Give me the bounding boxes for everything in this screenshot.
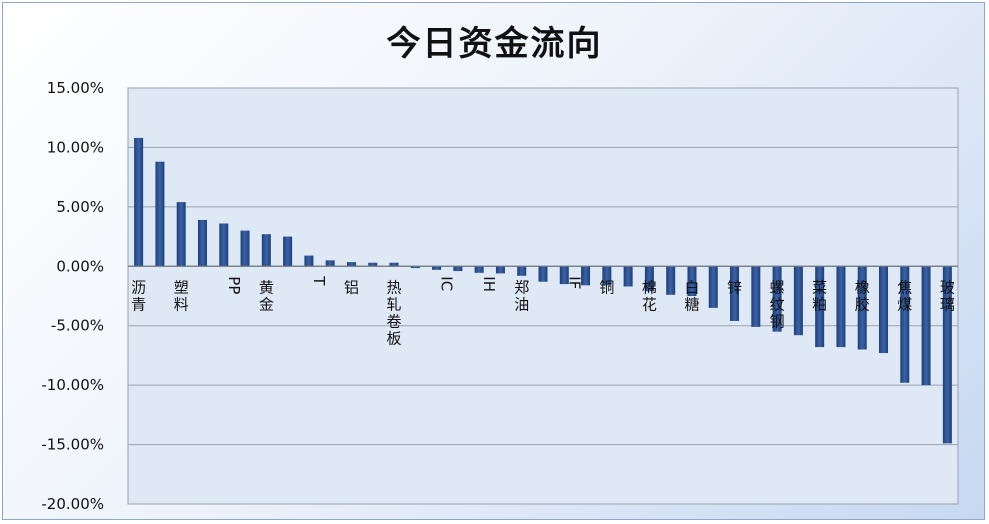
bar — [687, 266, 697, 296]
bar — [644, 266, 654, 292]
bar — [517, 266, 527, 276]
bar — [623, 266, 633, 287]
bar — [453, 266, 463, 272]
bar — [581, 266, 591, 286]
y-tick-label: -15.00% — [41, 436, 104, 454]
x-tick-label: 黄金 — [259, 278, 274, 313]
bar — [240, 230, 250, 267]
x-tick-label: 白糖 — [684, 278, 699, 313]
bar — [900, 266, 910, 383]
x-tick-label: 锌 — [727, 278, 742, 296]
bar — [793, 266, 803, 336]
x-tick-label: 铝 — [344, 278, 359, 296]
bar — [666, 266, 676, 295]
bar — [730, 266, 740, 321]
y-tick-label: -5.00% — [51, 317, 104, 335]
x-tick-label: T — [310, 275, 328, 286]
bar — [197, 219, 207, 267]
x-tick-label: 玻璃 — [940, 278, 955, 313]
x-tick-label: PP — [225, 276, 243, 294]
bar — [304, 255, 314, 267]
bar — [432, 266, 442, 270]
bar — [836, 266, 846, 348]
bar — [219, 223, 229, 267]
y-tick-label: 5.00% — [56, 198, 104, 216]
bar — [602, 266, 612, 286]
bar — [283, 236, 293, 267]
bar — [708, 266, 718, 308]
x-tick-label: IH — [480, 276, 498, 292]
y-tick-label: 15.00% — [47, 79, 104, 97]
x-tick-label: 螺纹钢 — [770, 278, 785, 330]
x-tick-label: 郑油 — [514, 278, 529, 313]
y-axis-ticks: 15.00% 10.00% 5.00% 0.00% -5.00% -10.00% -15.0… — [41, 79, 104, 513]
bar — [134, 137, 144, 267]
bar — [879, 266, 889, 354]
bar — [261, 234, 271, 267]
bar — [559, 266, 569, 285]
x-tick-label: IC — [438, 276, 456, 291]
y-tick-label: -10.00% — [41, 376, 104, 394]
x-tick-label: 棉花 — [642, 278, 657, 313]
chart-title: 今日资金流向 — [386, 24, 603, 64]
x-tick-label: 铜 — [599, 278, 614, 296]
bar — [857, 266, 867, 350]
x-tick-label: 热轧卷板 — [387, 278, 402, 347]
plot-area — [127, 87, 959, 505]
bar — [495, 266, 505, 274]
bar — [474, 266, 484, 273]
x-tick-label: 塑料 — [174, 278, 189, 313]
bar — [921, 266, 931, 386]
x-tick-label: 焦煤 — [897, 278, 912, 313]
bar — [538, 266, 548, 282]
bar — [155, 161, 165, 267]
y-tick-label: -20.00% — [41, 495, 104, 513]
bars — [134, 137, 952, 444]
bar — [325, 260, 335, 267]
x-tick-label: IF — [565, 276, 583, 289]
y-tick-label: 0.00% — [56, 257, 104, 275]
bar — [942, 266, 952, 444]
x-tick-label: 橡胶 — [855, 278, 870, 313]
x-tick-label: 菜粕 — [812, 278, 827, 313]
y-tick-label: 10.00% — [47, 138, 104, 156]
bar — [815, 266, 825, 348]
bar — [772, 266, 782, 332]
bar — [368, 262, 378, 267]
bar — [346, 262, 356, 267]
bar — [410, 266, 420, 269]
x-tick-label: 沥青 — [131, 278, 146, 313]
bar — [751, 266, 761, 327]
bar — [389, 262, 399, 267]
bar — [176, 202, 186, 267]
